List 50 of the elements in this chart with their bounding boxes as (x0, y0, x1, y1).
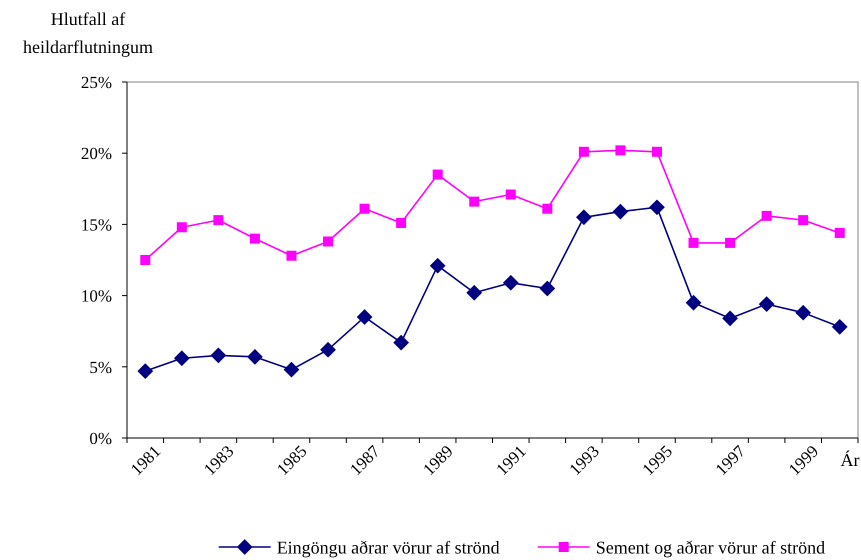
point (360, 204, 370, 214)
point (140, 255, 150, 265)
point (798, 215, 808, 226)
point (686, 294, 702, 311)
point (502, 274, 519, 291)
point (176, 222, 187, 232)
y-tick-label: 0% (89, 428, 112, 448)
point (137, 363, 154, 379)
point (286, 250, 296, 261)
point (834, 228, 845, 238)
point (612, 204, 628, 220)
point (615, 145, 626, 156)
point (649, 199, 665, 216)
point (832, 319, 848, 335)
legend-label: Sement og aðrar vörur af strönd (596, 537, 826, 558)
point (432, 170, 443, 180)
point (356, 309, 372, 325)
point (652, 146, 662, 157)
point (247, 348, 263, 365)
point (466, 284, 482, 301)
y-axis-title: Hlutfall af heildarflutningum (23, 9, 153, 57)
point (722, 310, 738, 326)
point (284, 362, 300, 378)
point (688, 238, 699, 248)
point (578, 146, 589, 157)
point (762, 210, 772, 221)
point (506, 189, 516, 200)
point (393, 334, 409, 350)
y-tick-label: 15% (80, 215, 112, 234)
point (542, 204, 552, 214)
legend-label: Eingöngu aðrar vörur af strönd (276, 537, 500, 558)
y-tick-label: 5% (89, 358, 112, 377)
x-axis-title: Ár (840, 450, 860, 470)
point (758, 296, 774, 312)
point (725, 238, 736, 248)
point (174, 350, 190, 366)
point (469, 196, 480, 207)
point (576, 209, 592, 226)
point (323, 236, 334, 246)
point (795, 304, 812, 321)
y-tick-label: 25% (80, 72, 112, 92)
y-tick-label: 10% (80, 286, 112, 306)
point (320, 342, 336, 358)
point (250, 234, 260, 244)
point (210, 348, 226, 364)
point (539, 280, 556, 296)
point (396, 218, 406, 228)
point (430, 258, 446, 274)
point (213, 215, 224, 226)
y-tick-label: 20% (80, 144, 112, 164)
